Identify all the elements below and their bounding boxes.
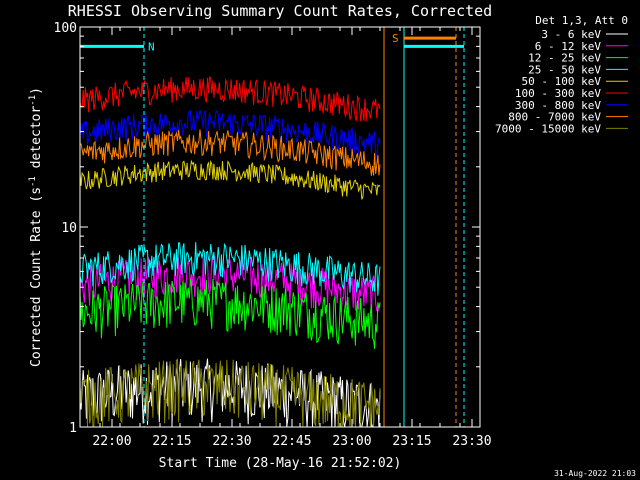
- series-line: [79, 255, 381, 318]
- legend-entry-label: 7000 - 15000 keV: [495, 122, 601, 135]
- x-axis: 22:00 22:15 22:30 22:45 23:00 23:15 23:30: [79, 27, 492, 449]
- marker-layer: NS: [80, 27, 465, 427]
- x-tick-label: 23:15: [392, 434, 431, 449]
- legend-entry-label: 12 - 25 keV: [528, 52, 601, 65]
- x-tick-label: 23:30: [452, 434, 491, 449]
- legend-entry-label: 100 - 300 keV: [515, 87, 601, 100]
- series-line: [79, 358, 381, 428]
- legend-entry-label: 3 - 6 keV: [541, 28, 601, 41]
- series-line: [79, 159, 381, 200]
- interval-marker-label: N: [148, 40, 155, 53]
- series-line: [79, 129, 381, 176]
- legend-entry-label: 800 - 7000 keV: [508, 111, 601, 124]
- x-tick-label: 22:15: [152, 434, 191, 449]
- y-tick-label: 1: [69, 421, 77, 436]
- legend-title: Det 1,3, Att 0: [535, 14, 628, 27]
- series-line: [79, 242, 381, 296]
- y-axis: 1 10 100: [54, 21, 480, 436]
- x-tick-label: 22:00: [92, 434, 131, 449]
- data-layer: [79, 76, 381, 428]
- legend-entry-label: 6 - 12 keV: [535, 40, 602, 53]
- x-tick-label: 23:00: [332, 434, 371, 449]
- series-line: [79, 76, 381, 122]
- x-tick-label: 22:30: [212, 434, 251, 449]
- x-tick-label: 22:45: [272, 434, 311, 449]
- interval-marker-label: S: [392, 32, 399, 45]
- x-axis-label: Start Time (28-May-16 21:52:02): [159, 456, 402, 471]
- series-line: [79, 279, 381, 349]
- legend-entry-label: 25 - 50 keV: [528, 63, 601, 76]
- chart-title: RHESSI Observing Summary Count Rates, Co…: [68, 2, 492, 20]
- legend-entry-label: 300 - 800 keV: [515, 99, 601, 112]
- y-tick-label: 100: [54, 21, 77, 36]
- y-tick-label: 10: [61, 221, 77, 236]
- series-line: [79, 109, 381, 159]
- y-axis-label: Corrected Count Rate (s-1 detector-1): [28, 87, 44, 367]
- legend-entry-label: 50 - 100 keV: [522, 75, 602, 88]
- generation-timestamp: 31-Aug-2022 21:03: [554, 469, 636, 478]
- series-line: [79, 358, 381, 428]
